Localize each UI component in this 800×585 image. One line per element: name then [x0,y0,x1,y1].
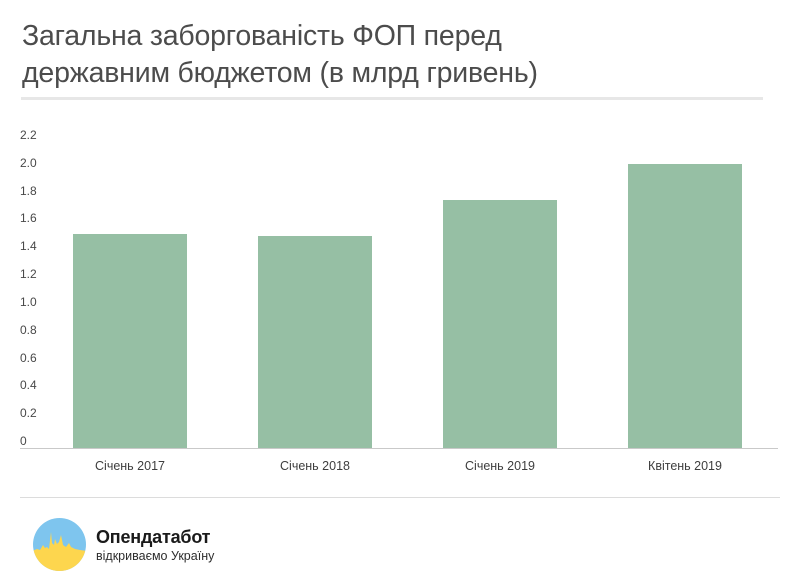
y-axis-label: 1.8 [20,183,37,198]
y-axis-label: 2.2 [20,127,37,142]
title-divider [21,97,763,100]
x-axis-label: Квітень 2019 [648,459,722,473]
y-axis-label: 1.0 [20,294,37,309]
bar-Січень 2017 [73,233,187,448]
y-axis-label: 1.4 [20,239,37,254]
y-axis-label: 0.8 [20,322,37,337]
y-axis-label: 0.4 [20,378,37,393]
y-axis-label: 0.6 [20,350,37,365]
y-axis-label: 1.6 [20,211,37,226]
y-axis-label: 2.0 [20,155,37,170]
bar-Січень 2019 [443,199,557,448]
chart-title: Загальна заборгованість ФОП перед держав… [22,18,538,92]
y-axis-label: 0 [20,434,27,448]
x-axis-line [20,448,778,449]
brand-name: Опендатабот [96,527,211,547]
chart-title-line2: державним бюджетом (в млрд гривень) [22,57,538,89]
brand-tagline: відкриваємо Україну [96,549,215,563]
bar-Січень 2018 [258,236,372,448]
y-axis-label: 0.2 [20,406,37,421]
x-axis-label: Січень 2017 [95,459,165,473]
y-axis-label: 1.2 [20,267,37,282]
x-axis-label: Січень 2019 [465,459,535,473]
opendatabot-logo-icon [33,518,86,571]
footer-divider [20,497,780,498]
bar-Квітень 2019 [628,164,742,448]
x-axis-label: Січень 2018 [280,459,350,473]
chart-title-line1: Загальна заборгованість ФОП перед [22,20,502,52]
